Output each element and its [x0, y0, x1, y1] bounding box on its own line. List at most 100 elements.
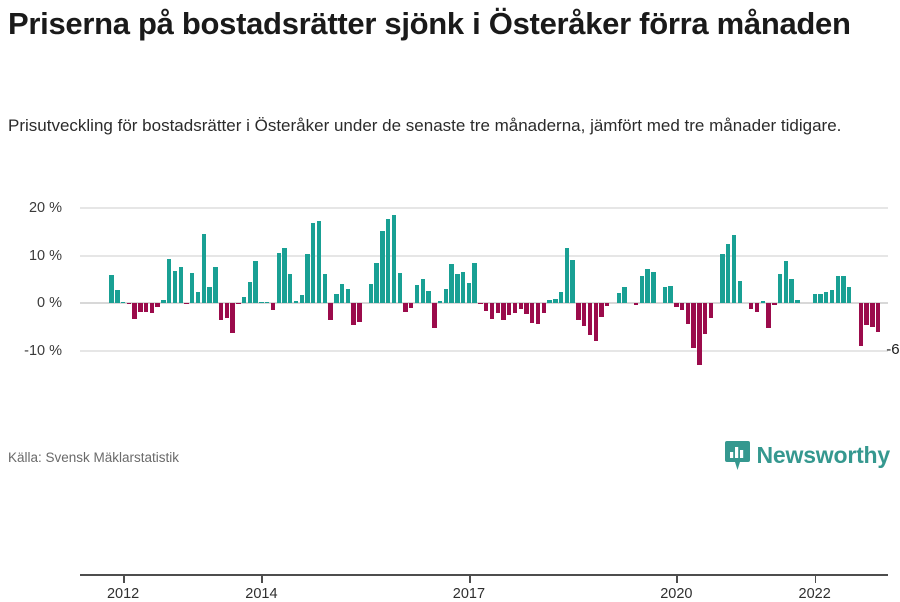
y-axis-tick-label: 10 %	[28, 247, 62, 264]
bar	[622, 287, 627, 303]
bar	[599, 303, 604, 317]
bar	[777, 274, 783, 303]
bar	[138, 303, 143, 312]
bar	[864, 303, 869, 325]
bar	[328, 303, 333, 320]
bar	[841, 276, 846, 303]
bar	[772, 303, 777, 305]
bar	[247, 282, 253, 303]
bar	[403, 303, 408, 312]
bar	[824, 292, 829, 303]
bar	[218, 303, 224, 320]
bar	[299, 295, 304, 303]
bar	[132, 303, 137, 320]
bar	[581, 303, 587, 327]
bar	[472, 262, 477, 303]
bar	[143, 303, 149, 313]
bar	[818, 293, 823, 303]
newsworthy-logo: Newsworthy	[724, 441, 891, 470]
bar	[455, 273, 460, 303]
bar	[449, 263, 454, 303]
bar	[754, 303, 760, 312]
y-axis-tick-label: 20 %	[28, 200, 62, 216]
bar	[282, 248, 287, 303]
bar	[639, 276, 644, 303]
bar	[495, 303, 500, 313]
bar	[184, 303, 189, 305]
bar	[466, 282, 472, 303]
bar	[155, 303, 160, 308]
bar	[437, 300, 443, 303]
bar	[766, 303, 771, 328]
bar	[109, 274, 114, 303]
bar	[558, 291, 564, 303]
bar	[357, 303, 362, 323]
bar	[311, 223, 316, 303]
bar	[708, 303, 714, 319]
bar	[190, 273, 195, 303]
bar	[322, 273, 328, 303]
bar	[795, 300, 800, 303]
bar	[213, 266, 218, 303]
bar	[535, 303, 541, 325]
bar	[345, 288, 351, 303]
bar	[685, 303, 691, 325]
bar	[316, 221, 322, 303]
bar	[115, 289, 120, 303]
bar	[397, 272, 402, 303]
x-axis-tick	[814, 574, 817, 583]
bar	[564, 247, 570, 303]
chart-page: Priserna på bostadsrätter sjönk i Österå…	[0, 6, 900, 602]
bar	[547, 300, 552, 303]
bar	[737, 281, 742, 303]
gridline	[80, 349, 888, 352]
bar	[570, 260, 575, 303]
bar	[409, 303, 414, 308]
bar	[541, 303, 547, 314]
bar	[414, 284, 420, 303]
bar	[835, 276, 840, 303]
bar	[236, 303, 241, 305]
bar	[553, 298, 558, 303]
bar	[120, 301, 126, 303]
bar	[616, 293, 621, 303]
bar	[512, 303, 518, 313]
x-axis-tick	[468, 574, 471, 583]
bar	[149, 303, 155, 313]
bar	[334, 293, 339, 303]
bar	[207, 286, 212, 303]
bar	[368, 284, 374, 303]
bar	[374, 263, 379, 303]
bar	[789, 278, 794, 303]
bar	[391, 214, 397, 303]
bar	[172, 270, 178, 303]
bar	[749, 303, 754, 310]
bar	[829, 290, 835, 303]
gridline	[80, 254, 888, 257]
chart-subtitle: Prisutveckling för bostadsrätter i Öster…	[8, 116, 842, 135]
x-axis-tick	[676, 574, 678, 583]
bar	[126, 303, 132, 305]
bar	[645, 268, 650, 303]
bar	[875, 303, 881, 332]
bar	[161, 299, 166, 303]
x-axis-tick-label: 2017	[452, 586, 486, 602]
bar	[760, 301, 766, 303]
bar	[276, 253, 281, 303]
plot-area	[80, 196, 888, 371]
bar	[443, 289, 449, 303]
bar	[668, 286, 673, 303]
x-axis-tick-label: 2020	[660, 586, 693, 602]
x-axis-tick-label: 2012	[106, 586, 140, 602]
bar	[339, 284, 345, 303]
x-axis-tick	[123, 574, 125, 583]
bar	[507, 303, 512, 315]
bar	[264, 301, 270, 303]
chart-area: 20 % 10 % 0 % -10 % 2012 2014 2017 2020 2022 -6…	[0, 196, 900, 602]
bar	[633, 303, 639, 306]
logo-wordmark: Newsworthy	[756, 442, 891, 468]
bar	[460, 271, 466, 303]
bar-series	[80, 196, 888, 371]
bar	[501, 303, 506, 320]
bar	[489, 303, 495, 319]
